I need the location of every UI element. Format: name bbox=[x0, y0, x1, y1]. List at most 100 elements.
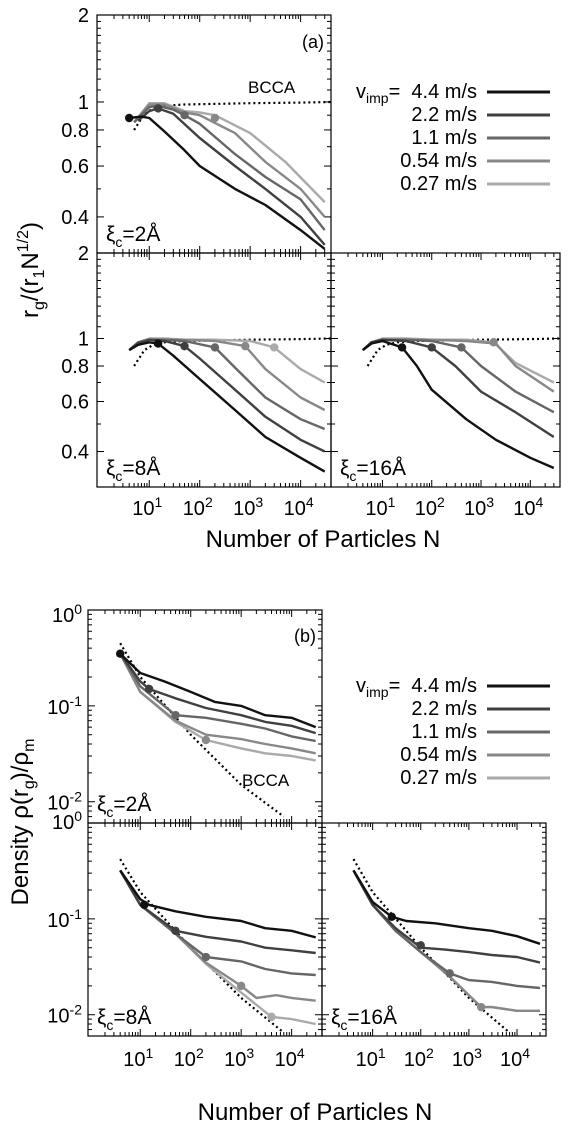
x-tick-label: 102 bbox=[183, 494, 213, 520]
series-line bbox=[128, 338, 326, 412]
legend-label: 0.54 m/s bbox=[400, 744, 477, 766]
legend-prefix: vimp= bbox=[356, 675, 400, 700]
bcca-label: BCCA bbox=[242, 771, 290, 790]
x-tick-label: 102 bbox=[404, 1045, 434, 1071]
series-line bbox=[119, 869, 316, 977]
x-tick-label: 101 bbox=[123, 1045, 153, 1071]
xi-label: ξc=8Å bbox=[97, 1006, 151, 1033]
legend-label: 0.54 m/s bbox=[400, 150, 477, 172]
bcca-line bbox=[133, 100, 332, 131]
data-point bbox=[153, 339, 163, 348]
x-tick-label: 103 bbox=[233, 494, 263, 520]
legend-prefix: vimp= bbox=[356, 81, 400, 106]
legend-label: 2.2 m/s bbox=[411, 104, 477, 126]
series-line bbox=[119, 653, 316, 743]
y-tick-label: 100 bbox=[52, 808, 82, 834]
series-line bbox=[133, 103, 326, 218]
series-line bbox=[119, 869, 316, 1002]
bcca-line bbox=[133, 337, 332, 367]
x-tick-label: 102 bbox=[415, 494, 445, 520]
xi-label: ξc=8Å bbox=[106, 457, 160, 484]
data-point bbox=[144, 684, 154, 694]
data-point bbox=[180, 110, 189, 120]
x-tick-label: 101 bbox=[365, 494, 395, 520]
series-line bbox=[119, 652, 317, 729]
x-tick-label: 103 bbox=[224, 1045, 254, 1071]
series-line bbox=[119, 869, 316, 955]
data-point bbox=[180, 341, 189, 351]
panel-frame bbox=[96, 14, 332, 254]
y-tick-label: 2 bbox=[78, 243, 89, 265]
data-point bbox=[210, 113, 220, 123]
y-tick-label: 0.8 bbox=[61, 120, 89, 142]
data-point bbox=[445, 969, 454, 978]
x-tick-label: 101 bbox=[356, 1045, 386, 1071]
data-point bbox=[115, 649, 125, 658]
legend-label: 2.2 m/s bbox=[411, 698, 477, 720]
data-point bbox=[236, 981, 246, 991]
text-layer: ξc=2Å ξc=8Å ξc=16Å ξc=2Å ξc=8Å ξc=16Å 2 1 1 0.8 0.… bbox=[7, 5, 544, 1126]
data-point bbox=[457, 343, 466, 352]
y-tick-label: 1 bbox=[78, 328, 89, 350]
data-point bbox=[171, 710, 180, 720]
data-point bbox=[267, 1012, 276, 1022]
y-tick-label: 0.6 bbox=[61, 392, 89, 414]
data-point bbox=[427, 343, 436, 352]
data-point bbox=[201, 952, 211, 962]
data-point bbox=[416, 941, 425, 950]
y-tick-label: 10-2 bbox=[47, 1002, 82, 1028]
x-axis-title: Number of Particles N bbox=[198, 1099, 433, 1126]
y-tick-label: 10-1 bbox=[47, 693, 82, 719]
lines-layer bbox=[115, 90, 561, 1034]
data-point bbox=[270, 343, 279, 352]
xi-label: ξc=16Å bbox=[340, 457, 406, 484]
x-tick-label: 104 bbox=[513, 494, 543, 520]
bcca-line bbox=[366, 337, 561, 367]
y-tick-label: 0.4 bbox=[61, 207, 89, 229]
y-tick-label: 10-1 bbox=[47, 906, 82, 932]
xi-label: ξc=16Å bbox=[331, 1006, 397, 1033]
x-tick-label: 102 bbox=[174, 1045, 204, 1071]
series-line bbox=[352, 869, 541, 990]
legend-label: 4.4 m/s bbox=[411, 81, 477, 103]
legend-label: 0.27 m/s bbox=[400, 767, 477, 789]
y-tick-label: 0.8 bbox=[61, 356, 89, 378]
legend-label: 1.1 m/s bbox=[411, 127, 477, 149]
series-line bbox=[129, 115, 326, 250]
xi-label: ξc=2Å bbox=[106, 223, 160, 250]
legend-label: 4.4 m/s bbox=[411, 675, 477, 697]
data-point bbox=[476, 1002, 486, 1012]
series-line bbox=[119, 869, 317, 939]
bcca-line bbox=[119, 858, 285, 1034]
xi-label: ξc=2Å bbox=[97, 793, 151, 820]
x-tick-label: 101 bbox=[132, 494, 162, 520]
legend-label: 1.1 m/s bbox=[411, 721, 477, 743]
y-axis-title: Density ρ(rg)/ρm bbox=[7, 739, 38, 906]
x-tick-label: 103 bbox=[452, 1045, 482, 1071]
x-tick-label: 104 bbox=[275, 1045, 305, 1071]
x-tick-label: 104 bbox=[500, 1045, 530, 1071]
series-line bbox=[361, 338, 555, 439]
data-point bbox=[153, 104, 163, 113]
series-line bbox=[119, 652, 317, 735]
series-line bbox=[128, 338, 326, 431]
y-tick-label: 0.6 bbox=[61, 156, 89, 178]
series-line bbox=[352, 869, 540, 1012]
y-tick-label: 1 bbox=[78, 92, 89, 114]
data-point bbox=[140, 900, 149, 910]
series-line bbox=[137, 107, 326, 246]
data-point bbox=[171, 926, 180, 936]
panel-label: (a) bbox=[302, 32, 324, 52]
series-line bbox=[133, 101, 326, 203]
data-point bbox=[397, 343, 407, 352]
axes-layer bbox=[87, 14, 561, 1037]
series-line bbox=[119, 653, 316, 762]
series-line bbox=[119, 653, 316, 755]
series-line bbox=[133, 104, 326, 231]
series-line bbox=[352, 869, 541, 945]
bcca-label: BCCA bbox=[248, 78, 296, 97]
y-axis-title: rg/(r1N1/2) bbox=[15, 222, 48, 318]
bcca-line bbox=[119, 642, 285, 818]
data-point bbox=[124, 113, 134, 123]
